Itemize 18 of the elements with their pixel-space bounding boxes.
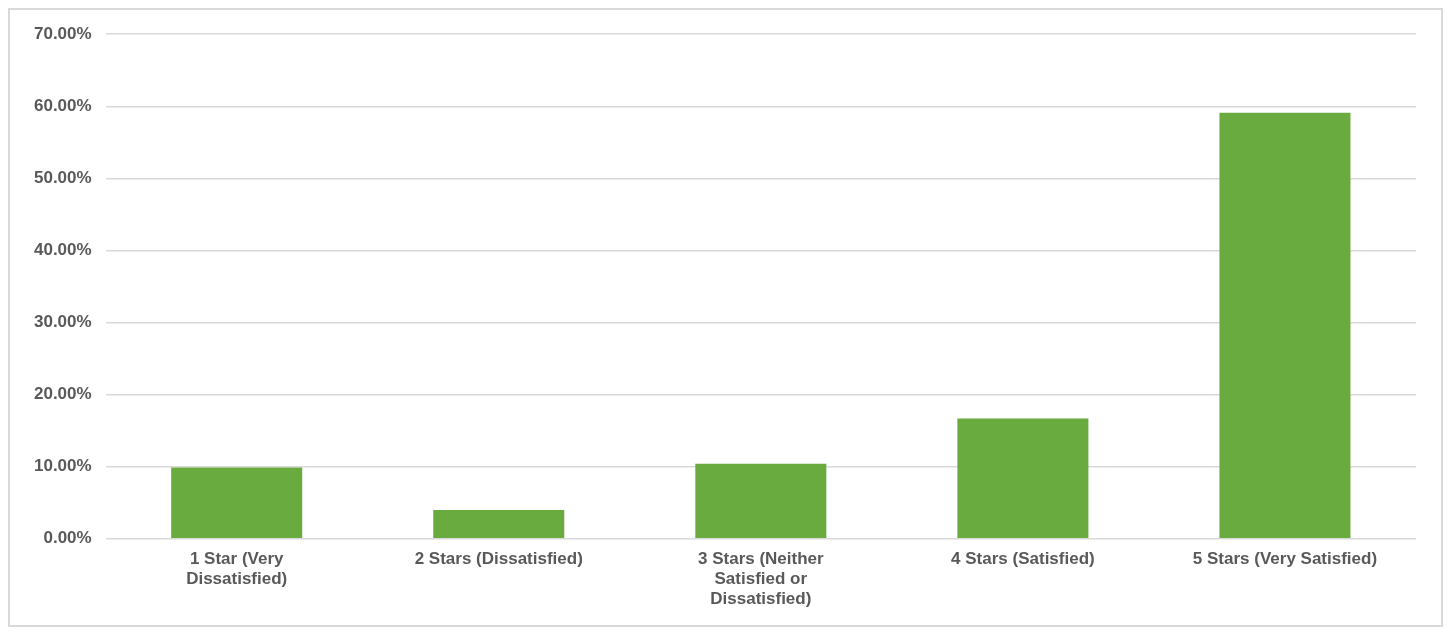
bar bbox=[1219, 112, 1351, 539]
y-tick-label: 60.00% bbox=[33, 95, 92, 115]
y-tick-label: 0.00% bbox=[43, 528, 92, 548]
y-tick-label: 10.00% bbox=[33, 456, 92, 476]
bar bbox=[433, 509, 565, 539]
x-tick-label: 5 Stars (Very Satisfied) bbox=[1192, 548, 1378, 568]
x-tick-label: 3 Stars (Neither Satisfied or Dissatisfied) bbox=[697, 548, 825, 609]
x-tick-label: 1 Star (Very Dissatisfied) bbox=[186, 548, 288, 589]
bar bbox=[957, 418, 1089, 539]
y-tick-label: 50.00% bbox=[33, 168, 92, 188]
bar bbox=[171, 467, 303, 539]
y-tick-label: 30.00% bbox=[33, 312, 92, 332]
x-tick-label: 4 Stars (Satisfied) bbox=[951, 548, 1095, 568]
x-tick-label: 2 Stars (Dissatisfied) bbox=[414, 548, 583, 568]
y-tick-label: 70.00% bbox=[33, 23, 92, 43]
y-tick-label: 40.00% bbox=[33, 240, 92, 260]
y-tick-label: 20.00% bbox=[33, 384, 92, 404]
bar bbox=[695, 463, 827, 539]
